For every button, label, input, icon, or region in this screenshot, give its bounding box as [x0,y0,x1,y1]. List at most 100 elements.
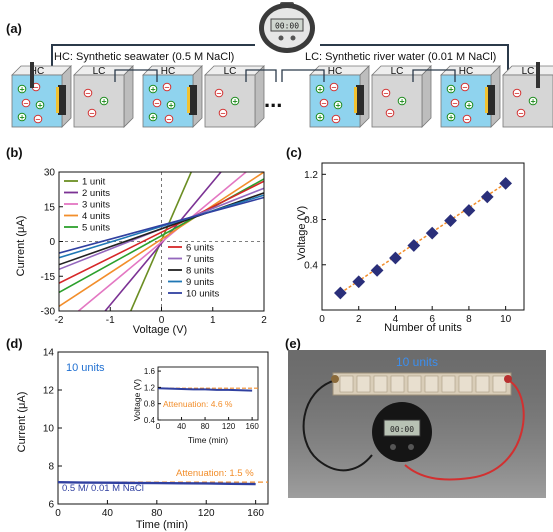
ion-sign: − [464,116,470,124]
membrane-accent [56,87,59,113]
chart-d-series [57,480,256,486]
inset-frame [157,366,259,421]
ion-sign: + [168,102,174,110]
x-tick-label: -1 [106,315,115,326]
panel-label-e: (e) [285,336,301,351]
lc-description: LC: Synthetic river water (0.01 M NaCl) [305,51,496,63]
stopwatch-display: 00:00 [275,22,299,31]
cell-box-lc: LC−+− [371,65,432,128]
ion-sign: + [101,98,107,106]
cell-box-lc: LC−+− [204,65,265,128]
anion-icon [21,98,31,108]
black-wire [302,379,373,472]
panel-a: (a) HC: Synthetic seawater (0.5 M NaCl) … [6,2,553,128]
x-tick-label: 0 [319,314,325,325]
anion-icon [512,88,522,98]
x-tick-label: 4 [393,314,399,325]
ion-sign: − [462,84,468,92]
chart-d: 0 40 80 120 160 6 8 10 12 14 [43,348,269,519]
membrane-accent [187,87,190,113]
anion-icon [87,108,97,118]
inset-x-tick-label: 0 [156,422,161,431]
red-clip [504,375,512,383]
ion-sign: − [23,100,29,108]
ion-sign: − [514,90,520,98]
inset-y-tick-label: 1.2 [144,383,156,392]
cation-icon [35,100,45,110]
chart-d-ylabel: Current (μA) [16,392,28,453]
box-front [204,74,256,128]
connector-wire [412,69,456,82]
ion-sign: − [166,116,172,124]
ion-sign: + [466,102,472,110]
chart-d-inset-attenuation: Attenuation: 4.6 % [163,399,233,409]
cation-icon [230,96,240,106]
ion-sign: − [35,116,41,124]
stopwatch-icon: 00:00 [259,2,315,53]
anion-icon [83,88,93,98]
box-label: LC [224,66,237,77]
box-label: HC [161,66,175,77]
photo-title: 10 units [396,355,438,369]
x-tick-label: -2 [55,315,64,326]
x-tick-label: 80 [151,508,163,519]
data-point-2 [352,275,366,289]
y-tick-label: 1.2 [304,170,318,181]
inset-y-tick-label: 0.8 [144,400,156,409]
ion-sign: − [216,90,222,98]
y-tick-label: -15 [41,272,56,283]
ion-sign: − [220,110,226,118]
chart-c-ylabel: Voltage (V) [296,206,308,260]
inset-x-tick-label: 120 [222,422,236,431]
data-point-3 [370,264,384,277]
inset-y-tick-label: 1.6 [144,367,156,376]
anion-icon [331,114,341,124]
legend-label-8: 8 units [186,266,214,277]
legend-label-3: 3 units [82,200,110,211]
ion-sign: + [317,114,323,122]
device-cell [492,375,507,393]
cation-icon [99,96,109,106]
anion-icon [385,108,395,118]
ion-sign: − [333,116,339,124]
anion-icon [329,82,339,92]
x-tick-label: 6 [429,314,435,325]
cell-box-hc: HC+ −− ++ − [440,65,501,128]
photo-stopwatch-display: 00:00 [390,425,414,434]
chart-d-inset: 0 40 80 120 160 0.4 0.8 1.2 1.6 [144,366,259,431]
x-tick-label: 120 [198,508,215,519]
ion-sign: + [150,114,156,122]
ion-sign: + [317,86,323,94]
anion-icon [218,108,228,118]
chart-c-frame [321,162,525,311]
ion-sign: − [33,84,39,92]
series-line-3 [77,172,247,311]
cell-box-lc: LC−+− [502,65,553,128]
chart-d-xlabel: Time (min) [136,519,188,531]
panel-label-a: (a) [6,21,22,36]
panel-e: (e) 10 units 00:00 [285,336,546,498]
chart-d-annotation-bottom: 0.5 M/ 0.01 M NaCl [62,483,144,494]
series-line-9 [59,194,264,259]
y-tick-label: 30 [44,168,56,179]
x-tick-label: 2 [261,315,267,326]
hc-description: HC: Synthetic seawater (0.5 M NaCl) [54,51,234,63]
cation-icon [446,112,456,122]
photo-stopwatch-icon: 00:00 [372,402,432,462]
box-label: LC [522,66,535,77]
x-tick-label: 1 [210,315,216,326]
ion-sign: + [150,86,156,94]
inset-x-tick-label: 40 [177,422,186,431]
device-cell [458,375,473,393]
ion-sign: − [85,90,91,98]
cation-icon [333,100,343,110]
x-tick-label: 40 [102,508,114,519]
inset-y-tick-label: 0.4 [144,416,156,425]
connector-wire [114,69,158,82]
device-cell [407,375,422,393]
panel-label-c: (c) [286,145,302,160]
box-label: LC [391,66,404,77]
inset-x-tick-label: 160 [245,422,259,431]
cation-icon [17,84,27,94]
